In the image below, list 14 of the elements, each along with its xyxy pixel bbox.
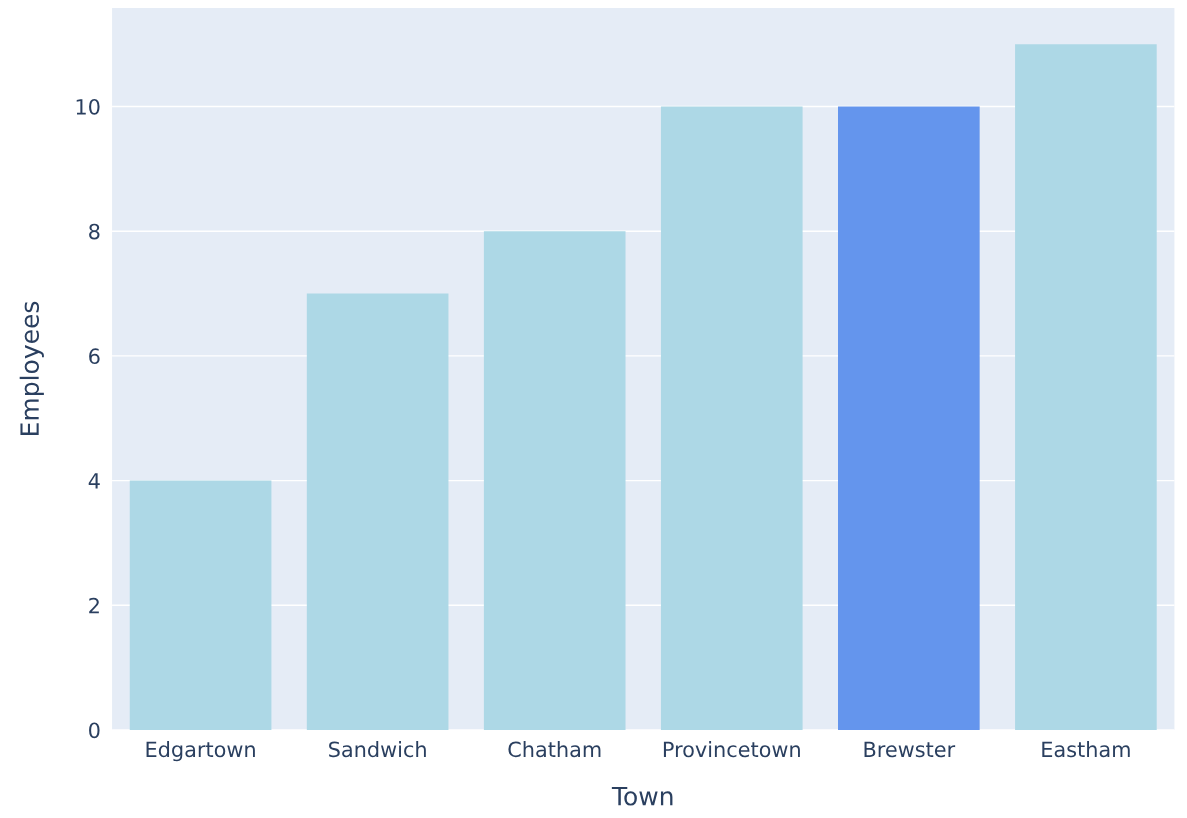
x-tick-label: Eastham [1042,741,1130,758]
y-tick-label: 10 [76,98,100,115]
y-tick-label: 2 [89,597,99,614]
x-tick-label: Sandwich [329,741,426,758]
x-tick-label: Edgartown [146,741,255,762]
x-tick-label: Brewster [864,741,956,758]
x-tick-label: Provincetown [663,741,800,758]
y-tick-label: 0 [89,722,100,739]
x-tick-label: Chatham [508,741,601,758]
y-axis-title: Employees [19,301,44,435]
y-tick-label: 6 [89,348,100,365]
y-tick-label: 8 [89,223,100,240]
y-tick-label: 4 [88,473,100,489]
x-axis-title: Town [611,787,673,806]
